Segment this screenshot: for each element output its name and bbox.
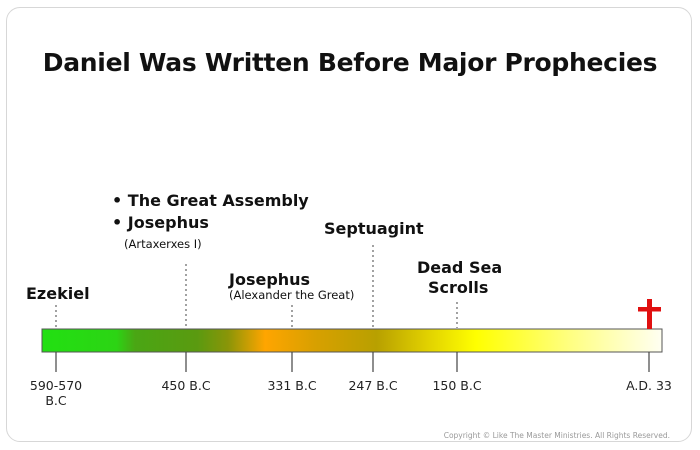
tick-label-1-line1: 590-570 — [29, 378, 83, 393]
event-ezekiel: Ezekiel — [26, 284, 90, 303]
event-josephus-1-note: (Artaxerxes I) — [124, 237, 202, 251]
event-josephus-1: • Josephus — [112, 213, 209, 232]
event-josephus-2-note: (Alexander the Great) — [229, 288, 355, 302]
tick-label-1-line2: B.C — [45, 393, 67, 408]
tick-label-5: 150 B.C — [432, 378, 482, 393]
copyright-notice: Copyright © Like The Master Ministries. … — [443, 431, 670, 440]
tick-label-4: 247 B.C — [348, 378, 398, 393]
event-dead-sea-2: Scrolls — [428, 278, 489, 297]
tick-label-1: 590-570 B.C — [20, 378, 92, 408]
event-great-assembly: • The Great Assembly — [112, 191, 309, 210]
tick-label-2: 450 B.C — [161, 378, 211, 393]
timeline-bar — [41, 328, 663, 353]
event-josephus-2: Josephus — [229, 270, 311, 289]
tick-label-6: A.D. 33 — [626, 378, 672, 393]
diagram-title: Daniel Was Written Before Major Propheci… — [42, 48, 658, 77]
event-dead-sea-1: Dead Sea — [417, 258, 503, 277]
event-septuagint: Septuagint — [324, 219, 424, 238]
tick-label-3: 331 B.C — [267, 378, 317, 393]
diagram-card — [6, 7, 692, 442]
cross-icon — [638, 299, 661, 329]
